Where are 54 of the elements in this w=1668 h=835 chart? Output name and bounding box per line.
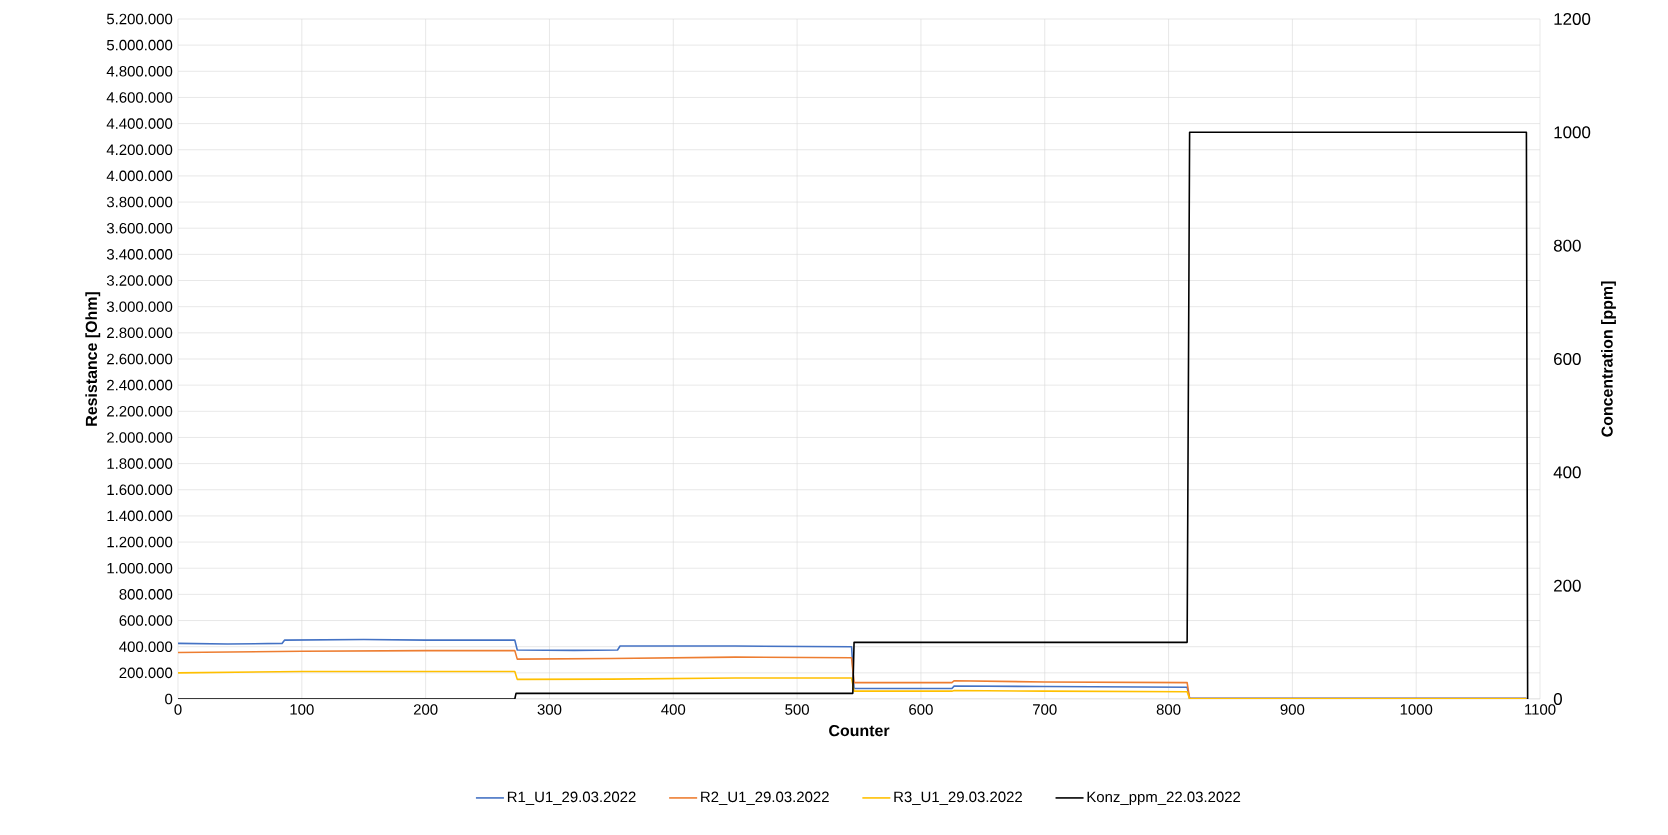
y-tick-label: 200.000 (119, 667, 173, 679)
y-tick-label: 2.800.000 (107, 327, 173, 339)
y-tick-label: 2.000.000 (107, 432, 173, 443)
x-tick-label: 100 (290, 704, 314, 715)
y-tick-label: 2.400.000 (107, 379, 173, 391)
y2-tick-label: 0 (1553, 693, 1562, 705)
y-tick-label: 3.600.000 (106, 222, 173, 234)
y-tick-label: 4.400.000 (106, 118, 173, 129)
y-tick-label: 4.000.000 (106, 170, 173, 182)
x-tick-label: 1100 (1525, 704, 1556, 715)
y2-tick-label: 1000 (1554, 126, 1591, 139)
y-tick-label: 1.000.000 (107, 562, 173, 574)
y2-tick-label: 200 (1554, 579, 1581, 592)
y2-tick-label: 600 (1554, 352, 1581, 365)
y-tick-label: 1.400.000 (107, 510, 173, 522)
y-tick-label: 600.000 (119, 615, 173, 626)
y-tick-label: 5.000.000 (106, 39, 173, 51)
y-tick-label: 3.200.000 (106, 275, 173, 286)
y-tick-label: 3.800.000 (106, 196, 173, 208)
y-tick-label: 1.800.000 (107, 458, 173, 469)
y-tick-label: 400.000 (119, 641, 173, 652)
y-tick-label: 4.200.000 (106, 144, 173, 156)
legend-label: R3_U1_29.03.2022 (894, 791, 1022, 805)
legend-label: R1_U1_29.03.2022 (507, 791, 636, 805)
x-axis-title: Counter (829, 724, 890, 737)
y2-tick-label: 800 (1553, 239, 1581, 252)
x-tick-label: 1000 (1400, 704, 1433, 715)
y-tick-label: 2.600.000 (107, 353, 173, 365)
y2-tick-label: 1200 (1554, 12, 1591, 25)
y-axis-title: Resistance [Ohm] (85, 292, 101, 426)
y2-axis-title: Concentration [ppm] (1601, 281, 1616, 437)
y-tick-label: 0 (165, 693, 173, 705)
x-tick-label: 200 (413, 704, 438, 715)
line-series (178, 131, 1529, 699)
y-tick-label: 800.000 (119, 589, 173, 600)
y-tick-label: 2.200.000 (107, 406, 173, 417)
legend-label: R2_U1_29.03.2022 (701, 791, 829, 805)
x-tick-label: 500 (785, 704, 809, 715)
x-tick-label: 400 (661, 704, 686, 715)
y-tick-label: 1.600.000 (107, 484, 173, 496)
y-tick-label: 1.200.000 (107, 536, 173, 548)
y-tick-label: 4.600.000 (106, 92, 173, 103)
x-tick-label: 900 (1280, 704, 1305, 715)
y-tick-label: 3.000.000 (106, 301, 173, 312)
y2-tick-label: 400 (1553, 466, 1581, 479)
y-tick-label: 5.200.000 (106, 13, 173, 25)
x-tick-label: 700 (1033, 704, 1057, 715)
x-tick-label: 0 (174, 704, 182, 715)
x-tick-label: 600 (909, 704, 933, 715)
y-tick-label: 3.400.000 (106, 249, 173, 260)
legend-label: Konz_ppm_22.03.2022 (1087, 791, 1241, 806)
y-tick-label: 4.800.000 (106, 66, 173, 77)
x-tick-label: 800 (1156, 704, 1181, 715)
x-tick-label: 300 (537, 704, 562, 715)
